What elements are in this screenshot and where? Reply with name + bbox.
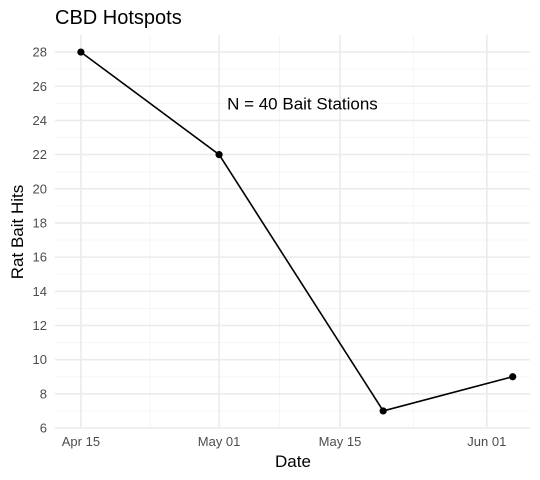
x-axis-ticks: Apr 15 May 01 May 15 Jun 01	[62, 434, 507, 449]
y-tick-label: 6	[40, 421, 47, 436]
y-tick-label: 22	[33, 147, 47, 162]
y-axis-ticks: 6 8 10 12 14 16 18 20 22 24 26 28	[33, 45, 47, 436]
series-layer	[77, 48, 517, 415]
y-tick-label: 16	[33, 250, 47, 265]
y-tick-label: 14	[33, 284, 47, 299]
x-tick-label: Apr 15	[62, 434, 100, 449]
chart-annotation: N = 40 Bait Stations	[227, 94, 378, 113]
y-tick-label: 26	[33, 79, 47, 94]
y-tick-label: 28	[33, 45, 47, 60]
y-tick-label: 24	[33, 113, 47, 128]
data-point	[77, 48, 85, 56]
x-tick-label: Jun 01	[467, 434, 506, 449]
x-axis-label: Date	[275, 452, 311, 471]
x-tick-label: May 15	[319, 434, 362, 449]
y-tick-label: 8	[40, 386, 47, 401]
series-line	[80, 51, 513, 412]
y-axis-label: Rat Bait Hits	[8, 185, 27, 279]
grid	[55, 35, 530, 429]
y-tick-label: 10	[33, 352, 47, 367]
data-point	[509, 373, 517, 381]
data-point	[215, 151, 223, 159]
chart-title: CBD Hotspots	[55, 7, 182, 29]
data-point	[379, 407, 387, 415]
x-tick-label: May 01	[198, 434, 241, 449]
y-tick-label: 18	[33, 215, 47, 230]
y-tick-label: 20	[33, 181, 47, 196]
y-tick-label: 12	[33, 318, 47, 333]
